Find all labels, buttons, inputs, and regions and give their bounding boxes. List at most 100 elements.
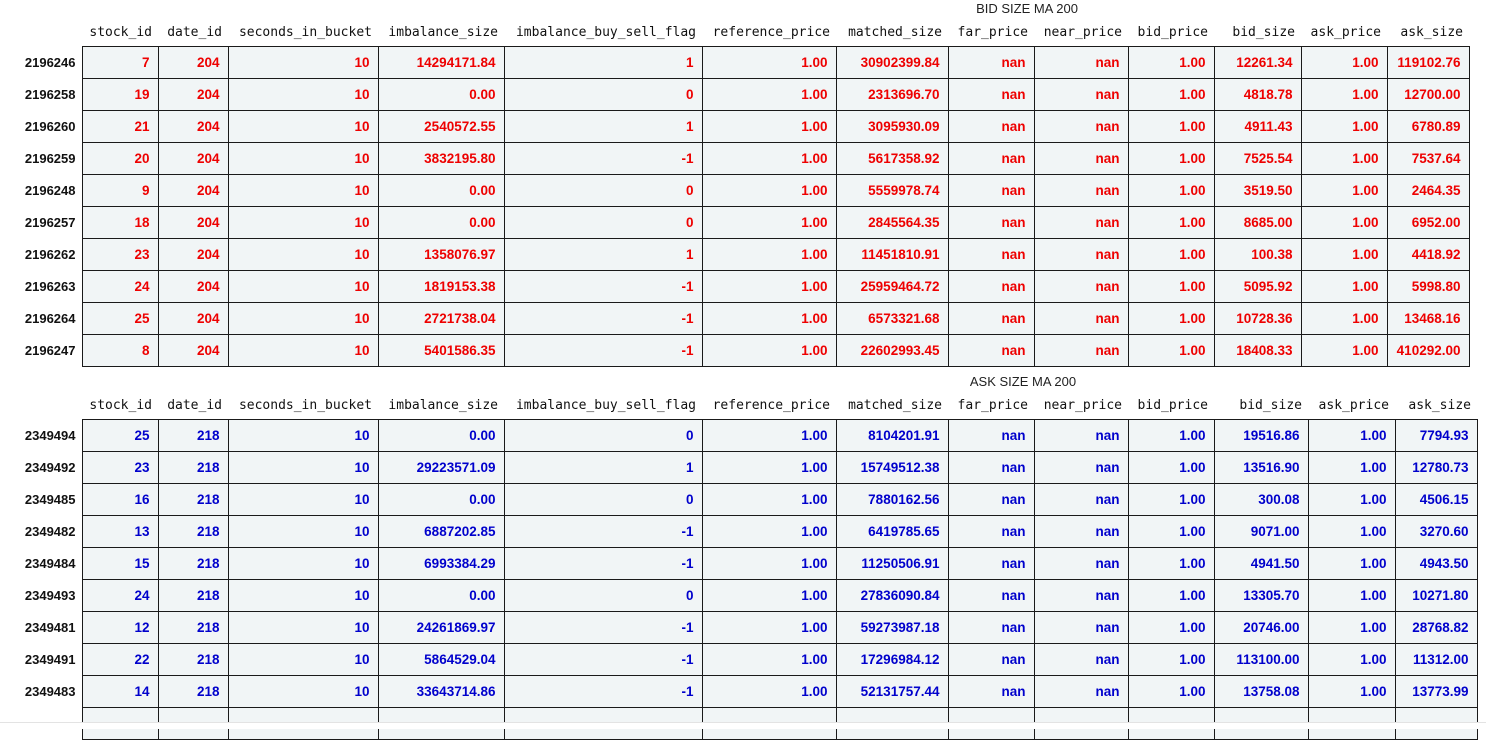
cell-imbalance-buy-sell-flag: 1 bbox=[503, 238, 703, 271]
cell-near-price: nan bbox=[1033, 78, 1129, 111]
cell-imbalance-buy-sell-flag: -1 bbox=[503, 643, 703, 676]
cell-ask-price: 1.00 bbox=[1307, 483, 1396, 516]
cell-bid-price: 1.00 bbox=[1127, 451, 1215, 484]
cell-ask-size: 28768.82 bbox=[1394, 611, 1478, 644]
cell-bid-price: 1.00 bbox=[1127, 302, 1215, 335]
table-row: 2349494 25 218 10 0.00 0 1.00 8104201.91 nan nan 1… bbox=[10, 419, 1478, 452]
row-index: 2349485 bbox=[24, 492, 76, 507]
cell-ask-price: 1.00 bbox=[1300, 142, 1388, 175]
cell-reference-price: 1.00 bbox=[701, 46, 837, 79]
cell-stock-id: 15 bbox=[81, 547, 159, 580]
cell-ask-size: 410292.00 bbox=[1386, 334, 1470, 367]
column-header-bid-price: bid_price bbox=[1137, 397, 1208, 413]
column-header-stock-id: stock_id bbox=[89, 397, 152, 413]
cell-imbalance-buy-sell-flag: 0 bbox=[503, 483, 703, 516]
cell-ask-size: 10271.80 bbox=[1394, 579, 1478, 612]
cell-bid-price: 1.00 bbox=[1127, 547, 1215, 580]
column-header-imbalance-buy-sell-flag: imbalance_buy_sell_flag bbox=[515, 24, 696, 40]
cell-seconds-in-bucket: 10 bbox=[227, 579, 379, 612]
cell-stock-id: 21 bbox=[81, 110, 159, 143]
table-row: 2196260 21 204 10 2540572.55 1 1.00 3095930.09 n… bbox=[10, 110, 1470, 143]
cell-near-price: nan bbox=[1033, 675, 1129, 708]
cell-near-price: nan bbox=[1033, 611, 1129, 644]
cell-imbalance-buy-sell-flag: -1 bbox=[503, 270, 703, 303]
cell-ask-price: 1.00 bbox=[1307, 547, 1396, 580]
ask-size-table: stock_id date_id seconds_in_bucket imbalanc… bbox=[10, 391, 1478, 740]
cell-imbalance-size: 5864529.04 bbox=[377, 643, 505, 676]
cell-seconds-in-bucket: 10 bbox=[227, 419, 379, 452]
cell-far-price: nan bbox=[947, 334, 1035, 367]
cell-imbalance-size: 2721738.04 bbox=[377, 302, 505, 335]
column-header-ask-size: ask_size bbox=[1400, 24, 1463, 40]
cell-near-price: nan bbox=[1033, 547, 1129, 580]
cell-stock-id: 19 bbox=[81, 78, 159, 111]
cell-ask-size: 2464.35 bbox=[1386, 174, 1470, 207]
cell-matched-size: 25959464.72 bbox=[835, 270, 949, 303]
index-header bbox=[10, 391, 82, 420]
cell-bid-size: 4911.43 bbox=[1213, 110, 1302, 143]
cell-stock-id: 24 bbox=[81, 270, 159, 303]
cell-imbalance-size: 2540572.55 bbox=[377, 110, 505, 143]
column-header-seconds-in-bucket: seconds_in_bucket bbox=[238, 397, 372, 413]
cell-ask-size: 12700.00 bbox=[1386, 78, 1470, 111]
cell-seconds-in-bucket: 10 bbox=[227, 675, 379, 708]
cell-imbalance-size: 1819153.38 bbox=[377, 270, 505, 303]
cell-near-price: nan bbox=[1033, 483, 1129, 516]
cell-matched-size: 15749512.38 bbox=[835, 451, 949, 484]
cell-bid-price: 1.00 bbox=[1127, 675, 1215, 708]
table-row: 2196264 25 204 10 2721738.04 -1 1.00 6573321.68… bbox=[10, 302, 1470, 335]
row-index: 2196259 bbox=[24, 151, 76, 166]
cell-imbalance-size: 1358076.97 bbox=[377, 238, 505, 271]
cell-ask-size: 6952.00 bbox=[1386, 206, 1470, 239]
cell-seconds-in-bucket: 10 bbox=[227, 78, 379, 111]
cell-matched-size: 2845564.35 bbox=[835, 206, 949, 239]
cell-seconds-in-bucket: 10 bbox=[227, 46, 379, 79]
cell-imbalance-size: 24261869.97 bbox=[377, 611, 505, 644]
table-row: 2196259 20 204 10 3832195.80 -1 1.00 5617358.92… bbox=[10, 142, 1470, 175]
table-row: 2349481 12 218 10 24261869.97 -1 1.00 59273987.… bbox=[10, 611, 1478, 644]
cell-bid-size: 4941.50 bbox=[1213, 547, 1309, 580]
cell-ask-price: 1.00 bbox=[1307, 515, 1396, 548]
cell-matched-size: 5617358.92 bbox=[835, 142, 949, 175]
cell-ask-size: 119102.76 bbox=[1386, 46, 1470, 79]
cell-ask-price: 1.00 bbox=[1300, 334, 1388, 367]
cell-reference-price: 1.00 bbox=[701, 547, 837, 580]
cell-ask-price: 1.00 bbox=[1300, 206, 1388, 239]
cell-ask-price: 1.00 bbox=[1307, 419, 1396, 452]
cell-date-id: 204 bbox=[157, 334, 229, 367]
cell-bid-price: 1.00 bbox=[1127, 238, 1215, 271]
cell-reference-price: 1.00 bbox=[701, 206, 837, 239]
cell-imbalance-buy-sell-flag: 0 bbox=[503, 579, 703, 612]
cell-stock-id: 25 bbox=[81, 302, 159, 335]
cell-stock-id: 7 bbox=[81, 46, 159, 79]
row-index: 2196264 bbox=[24, 311, 76, 326]
output-bottom-edge bbox=[0, 722, 1486, 729]
table-row: 2196263 24 204 10 1819153.38 -1 1.00 25959464.7… bbox=[10, 270, 1470, 303]
cell-bid-price: 1.00 bbox=[1127, 174, 1215, 207]
cell-near-price: nan bbox=[1033, 206, 1129, 239]
cell-bid-size: 5095.92 bbox=[1213, 270, 1302, 303]
cell-date-id: 218 bbox=[157, 419, 229, 452]
cell-stock-id: 14 bbox=[81, 675, 159, 708]
cell-imbalance-size: 6887202.85 bbox=[377, 515, 505, 548]
cell-imbalance-buy-sell-flag: 0 bbox=[503, 206, 703, 239]
cell-near-price: nan bbox=[1033, 579, 1129, 612]
cell-ask-price: 1.00 bbox=[1307, 451, 1396, 484]
cell-imbalance-buy-sell-flag: 0 bbox=[503, 174, 703, 207]
cell-near-price: nan bbox=[1033, 238, 1129, 271]
column-header-reference-price: reference_price bbox=[712, 24, 830, 40]
cell-imbalance-size: 0.00 bbox=[377, 174, 505, 207]
table-row: 2196248 9 204 10 0.00 0 1.00 5559978.74 nan nan 1.… bbox=[10, 174, 1470, 207]
cell-stock-id: 16 bbox=[81, 483, 159, 516]
column-header-reference-price: reference_price bbox=[712, 397, 830, 413]
cell-stock-id: 13 bbox=[81, 515, 159, 548]
cell-reference-price: 1.00 bbox=[701, 334, 837, 367]
column-header-ask-size: ask_size bbox=[1408, 397, 1471, 413]
cell-bid-size: 13758.08 bbox=[1213, 675, 1309, 708]
cell-matched-size: 27836090.84 bbox=[835, 579, 949, 612]
cell-imbalance-buy-sell-flag: 1 bbox=[503, 46, 703, 79]
cell-far-price: nan bbox=[947, 451, 1035, 484]
cell-matched-size: 7880162.56 bbox=[835, 483, 949, 516]
cell-near-price: nan bbox=[1033, 174, 1129, 207]
column-header-date-id: date_id bbox=[167, 24, 222, 40]
